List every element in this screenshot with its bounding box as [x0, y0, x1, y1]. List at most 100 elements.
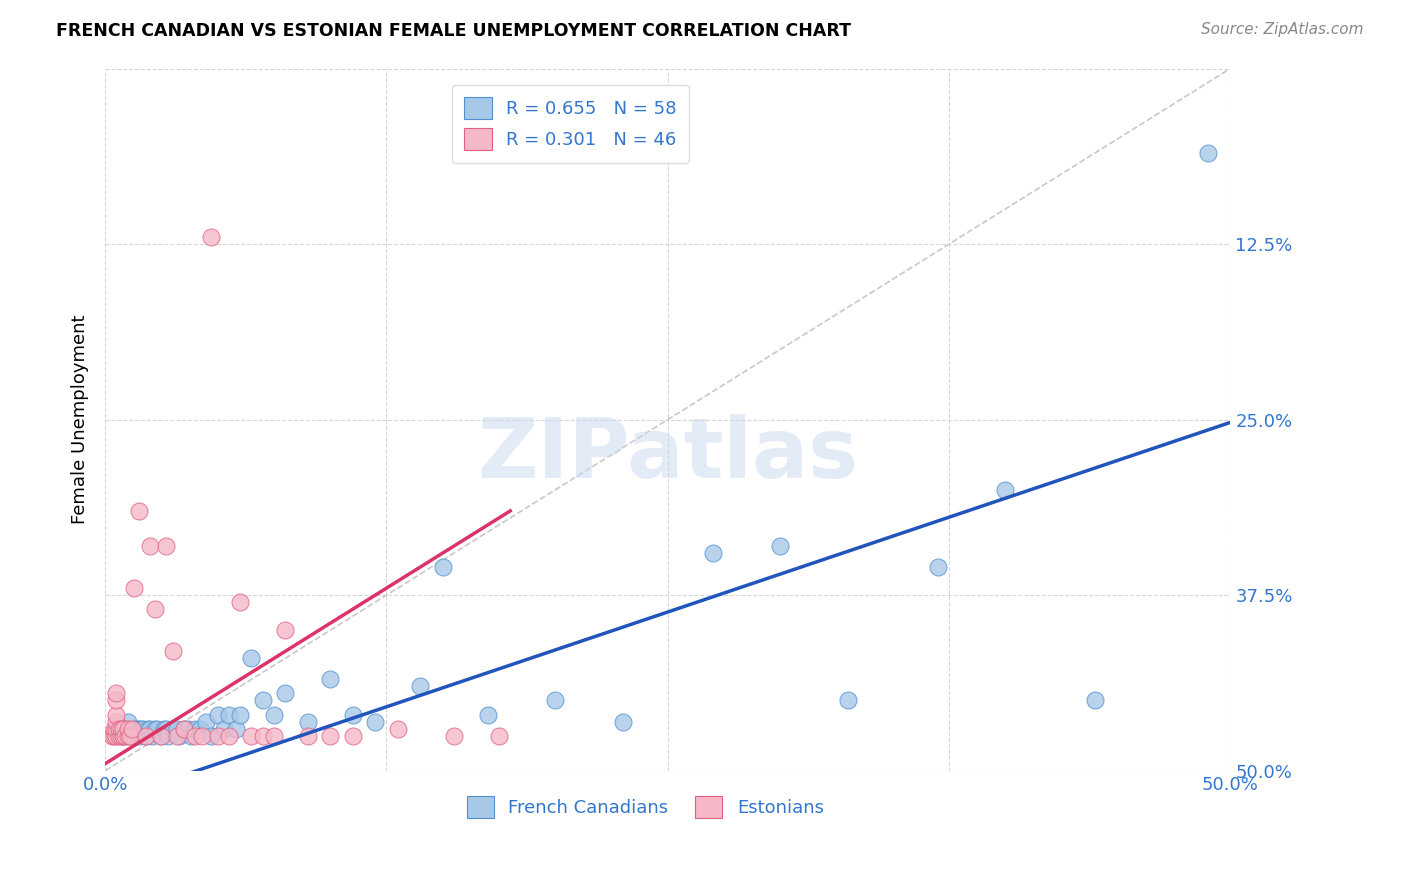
Point	[702, 546, 724, 560]
Point	[105, 686, 128, 700]
Point	[114, 722, 136, 736]
Point	[200, 729, 222, 743]
Point	[150, 729, 173, 743]
Y-axis label: Female Unemployment: Female Unemployment	[72, 315, 89, 524]
Point	[118, 729, 141, 743]
Point	[252, 693, 274, 707]
Point	[112, 722, 135, 736]
Point	[155, 722, 177, 736]
Point	[432, 560, 454, 574]
Point	[117, 722, 139, 736]
Point	[112, 729, 135, 743]
Point	[105, 722, 128, 736]
Point	[114, 729, 136, 743]
Point	[837, 693, 859, 707]
Point	[105, 722, 128, 736]
Point	[342, 729, 364, 743]
Point	[173, 722, 195, 736]
Point	[297, 714, 319, 729]
Point	[162, 644, 184, 658]
Point	[139, 539, 162, 553]
Point	[477, 707, 499, 722]
Point	[112, 729, 135, 743]
Point	[274, 624, 297, 638]
Point	[107, 729, 129, 743]
Point	[135, 729, 157, 743]
Point	[132, 722, 155, 736]
Point	[488, 729, 510, 743]
Point	[184, 729, 207, 743]
Point	[124, 581, 146, 595]
Point	[135, 729, 157, 743]
Point	[105, 729, 128, 743]
Point	[225, 722, 247, 736]
Text: FRENCH CANADIAN VS ESTONIAN FEMALE UNEMPLOYMENT CORRELATION CHART: FRENCH CANADIAN VS ESTONIAN FEMALE UNEMP…	[56, 22, 851, 40]
Point	[252, 729, 274, 743]
Point	[110, 722, 132, 736]
Point	[319, 673, 342, 687]
Point	[927, 560, 949, 574]
Point	[166, 722, 188, 736]
Point	[105, 714, 128, 729]
Point	[195, 714, 218, 729]
Point	[342, 707, 364, 722]
Point	[443, 729, 465, 743]
Point	[128, 729, 150, 743]
Point	[143, 722, 166, 736]
Point	[107, 722, 129, 736]
Point	[105, 693, 128, 707]
Point	[143, 602, 166, 616]
Point	[101, 729, 124, 743]
Point	[180, 729, 202, 743]
Point	[129, 722, 152, 736]
Point	[136, 722, 159, 736]
Point	[128, 504, 150, 518]
Point	[1084, 693, 1107, 707]
Point	[125, 722, 148, 736]
Point	[544, 693, 567, 707]
Point	[184, 722, 207, 736]
Point	[263, 707, 285, 722]
Point	[214, 722, 236, 736]
Point	[612, 714, 634, 729]
Point	[1197, 145, 1219, 160]
Point	[162, 722, 184, 736]
Point	[157, 729, 180, 743]
Legend: French Canadians, Estonians: French Canadians, Estonians	[460, 789, 831, 825]
Point	[166, 729, 188, 743]
Point	[274, 686, 297, 700]
Point	[409, 680, 432, 694]
Point	[110, 722, 132, 736]
Point	[103, 729, 125, 743]
Point	[200, 230, 222, 244]
Point	[124, 722, 146, 736]
Point	[110, 729, 132, 743]
Text: ZIPatlas: ZIPatlas	[477, 414, 858, 495]
Point	[152, 722, 174, 736]
Point	[177, 722, 200, 736]
Point	[207, 707, 229, 722]
Point	[297, 729, 319, 743]
Point	[169, 729, 191, 743]
Point	[141, 729, 163, 743]
Point	[117, 714, 139, 729]
Point	[387, 722, 409, 736]
Point	[173, 722, 195, 736]
Point	[188, 722, 211, 736]
Point	[150, 729, 173, 743]
Point	[207, 729, 229, 743]
Point	[139, 722, 162, 736]
Point	[994, 483, 1017, 497]
Point	[769, 539, 792, 553]
Point	[155, 539, 177, 553]
Point	[121, 722, 143, 736]
Point	[146, 722, 169, 736]
Point	[121, 729, 143, 743]
Point	[319, 729, 342, 743]
Point	[117, 729, 139, 743]
Point	[218, 729, 240, 743]
Point	[364, 714, 387, 729]
Point	[191, 729, 214, 743]
Point	[229, 707, 252, 722]
Text: Source: ZipAtlas.com: Source: ZipAtlas.com	[1201, 22, 1364, 37]
